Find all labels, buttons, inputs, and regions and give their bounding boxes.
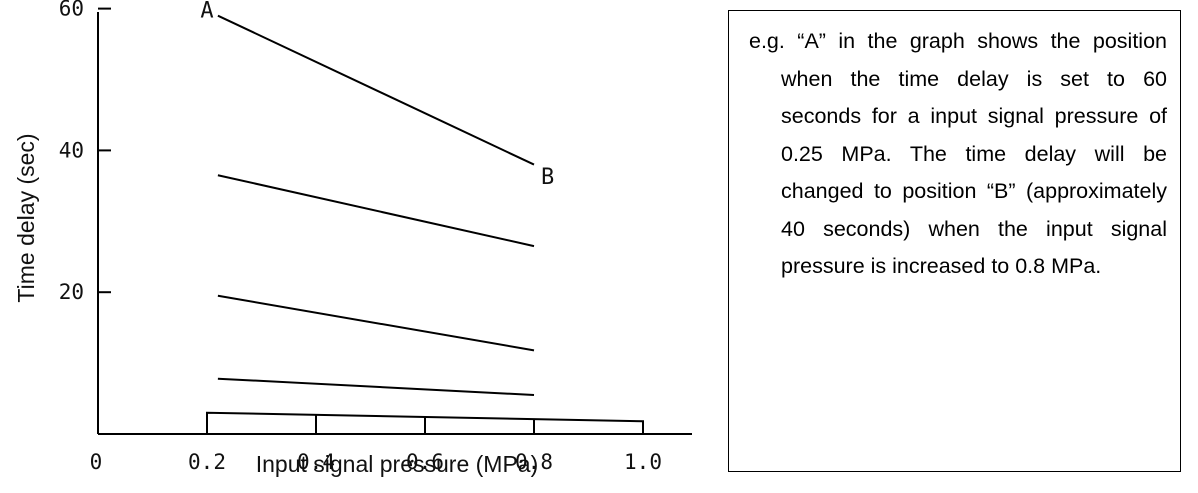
x-tick-label: 1.0 [624,450,662,474]
series-line-2 [217,174,535,248]
y-axis-label: Time delay (sec) [13,133,39,302]
series-line-4 [217,377,535,397]
chart-ticks: 20 40 60 0 0.2 0.4 0.6 0.8 1.0 [59,0,662,474]
y-tick-label: 20 [59,280,84,304]
x-axis-label: Input signal pressure (MPa) [256,451,539,477]
x-tick-label: 0.2 [188,450,226,474]
y-tick-label: 60 [59,0,84,21]
explanation-text: e.g. “A” in the graph shows the position… [749,29,1167,278]
series-line-3 [217,294,535,352]
chart-series [217,14,535,397]
x-tick-label: 0 [90,450,103,474]
chart-axes [97,12,692,435]
explanation-box: e.g. “A” in the graph shows the position… [728,10,1181,472]
x-tick-label: 0.6 [406,450,444,474]
y-tick-label: 40 [59,138,84,162]
x-tick-label: 0.4 [297,450,335,474]
x-tick-label: 0.8 [515,450,553,474]
annotation-b: B [541,165,554,190]
annotation-a: A [200,0,213,24]
chart-annotations: AB [200,0,554,190]
series-line-1 [217,14,535,166]
